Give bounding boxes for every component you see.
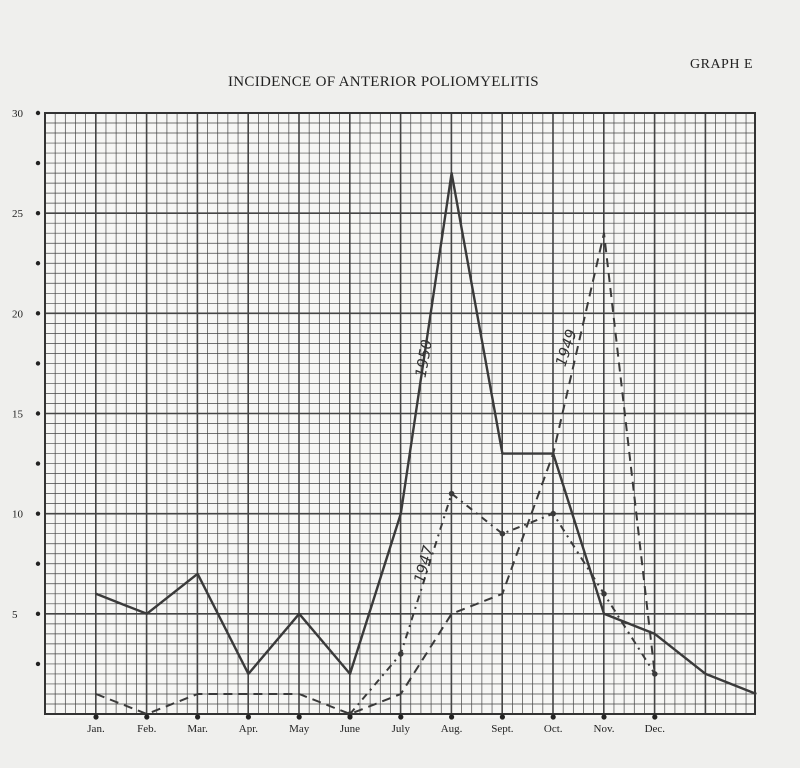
x-tick-label: June: [340, 723, 360, 735]
y-tick-label: 20: [12, 308, 24, 320]
series-point-1947: [499, 530, 506, 537]
y-axis-dot: [35, 160, 41, 166]
x-tick-label: Oct.: [544, 723, 563, 735]
y-axis-dot: [35, 661, 41, 667]
series-layer: [95, 171, 757, 717]
plot-border: [44, 112, 756, 715]
y-axis-dot: [35, 411, 41, 416]
y-axis-dot: [35, 210, 41, 216]
x-tick-label: May: [289, 723, 310, 735]
y-axis-dot: [35, 511, 41, 516]
series-line-1949: [95, 232, 656, 715]
y-tick-label: 25: [12, 208, 24, 220]
y-axis-dot: [35, 261, 41, 266]
x-axis-dot: [195, 714, 201, 720]
series-point-1947: [652, 671, 658, 677]
ticks-layer: 5 10 15 20 25 30 Jan. Feb. Mar. Apr. May June July Au…: [12, 108, 665, 735]
y-axis-dot: [35, 561, 41, 566]
x-axis-dot: [652, 714, 658, 720]
y-axis-dot: [35, 311, 41, 316]
series-point-1947: [448, 490, 455, 497]
y-tick-label: 30: [12, 108, 24, 120]
x-tick-label: Nov.: [594, 723, 615, 735]
x-tick-label: Apr.: [239, 723, 259, 735]
x-axis-dot: [296, 714, 302, 720]
y-axis-dot: [35, 611, 41, 617]
x-axis-dot: [93, 714, 99, 720]
series-point-1947: [550, 510, 556, 517]
x-tick-label: Aug.: [441, 723, 463, 735]
x-axis-dot: [449, 714, 455, 720]
x-axis-dot: [550, 714, 556, 720]
series-line-1950: [95, 171, 757, 696]
grid: [44, 112, 756, 715]
x-axis-dot: [398, 714, 404, 720]
x-tick-label: Sept.: [491, 723, 514, 735]
x-axis-dot: [601, 714, 607, 720]
y-axis-dot: [35, 110, 41, 116]
y-tick-label: 5: [12, 609, 18, 621]
x-tick-label: July: [392, 723, 411, 735]
x-axis-dot: [499, 714, 505, 720]
x-axis-dot: [245, 714, 251, 720]
y-tick-label: 10: [12, 509, 24, 521]
x-tick-label: Mar.: [187, 723, 208, 735]
y-axis-dot: [35, 361, 41, 366]
series-point-1947: [398, 651, 404, 657]
graph-label: GRAPH E: [690, 57, 754, 72]
chart-title: INCIDENCE OF ANTERIOR POLIOMYELITIS: [228, 74, 539, 90]
series-point-1947: [601, 591, 607, 597]
x-tick-label: Feb.: [137, 723, 157, 735]
x-tick-label: Dec.: [645, 723, 666, 735]
x-tick-label: Jan.: [87, 723, 105, 735]
y-tick-label: 15: [12, 409, 24, 421]
x-axis-dot: [347, 714, 353, 720]
y-axis-dot: [35, 461, 41, 466]
x-axis-dot: [144, 714, 150, 720]
